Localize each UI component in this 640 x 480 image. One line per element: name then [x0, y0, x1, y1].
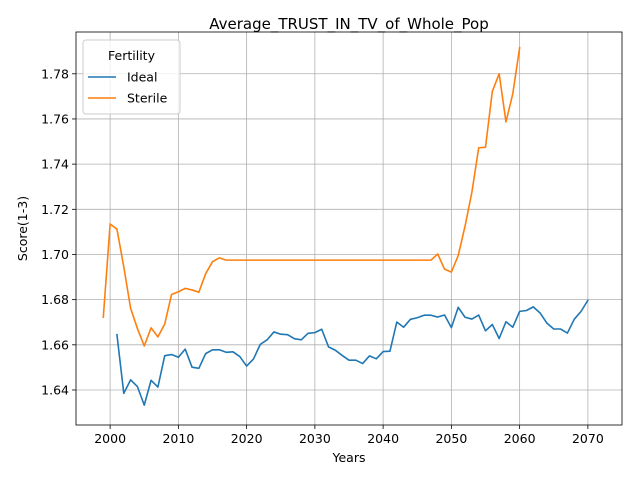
series-line-ideal [116, 299, 589, 406]
x-tick-label: 2060 [504, 431, 536, 446]
x-tick-label: 2000 [94, 431, 126, 446]
x-axis-ticks: 2000 2010 2020 2030 2040 2050 2060 2070 [94, 425, 604, 446]
x-tick-label: 2070 [572, 431, 604, 446]
series-line-sterile [102, 46, 521, 347]
y-axis-ticks: 1.64 1.66 1.68 1.70 1.72 1.74 1.76 1.78 [41, 66, 76, 397]
y-tick-label: 1.68 [41, 292, 69, 307]
legend-title: Fertility [108, 48, 156, 63]
y-axis-label: Score(1-3) [15, 196, 30, 261]
y-tick-label: 1.76 [41, 111, 69, 126]
legend-box [82, 39, 181, 115]
y-tick-label: 1.64 [41, 382, 69, 397]
y-tick-label: 1.72 [41, 202, 69, 217]
legend-label-ideal: Ideal [127, 70, 157, 85]
legend-label-sterile: Sterile [127, 91, 168, 106]
x-tick-label: 2030 [299, 431, 331, 446]
chart-title: Average_TRUST_IN_TV_of_Whole_Pop [209, 15, 489, 34]
y-tick-label: 1.78 [41, 66, 69, 81]
x-tick-label: 2040 [367, 431, 399, 446]
y-tick-label: 1.74 [41, 157, 69, 172]
y-tick-label: 1.70 [41, 247, 69, 262]
x-tick-label: 2010 [162, 431, 194, 446]
legend: Fertility Ideal Sterile [82, 39, 181, 115]
series-lines [102, 46, 589, 406]
x-tick-label: 2050 [435, 431, 467, 446]
x-tick-label: 2020 [231, 431, 263, 446]
grid-lines [76, 32, 622, 425]
plot-frame [75, 31, 623, 426]
y-tick-label: 1.66 [41, 337, 69, 352]
x-axis-label: Years [332, 450, 366, 465]
